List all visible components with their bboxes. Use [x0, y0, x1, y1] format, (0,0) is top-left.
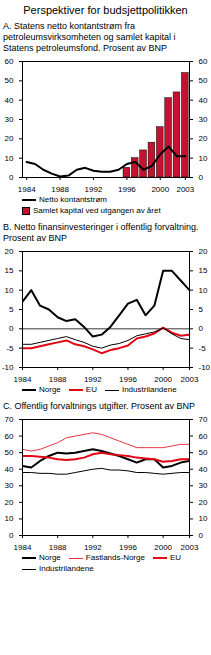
html-text:Industrilandene: Industrilandene	[121, 385, 177, 394]
svg-text:1988: 1988	[51, 185, 69, 194]
svg-text:2003: 2003	[181, 375, 199, 384]
svg-text:1996: 1996	[118, 185, 136, 194]
svg-text:40: 40	[199, 465, 208, 474]
svg-text:20: 20	[5, 134, 14, 143]
svg-text:2003: 2003	[176, 185, 194, 194]
html-text:C. Offentlig forvaltnings utgi: C. Offentlig forvaltnings utgifter. Pros…	[3, 401, 195, 411]
svg-text:1988: 1988	[49, 375, 67, 384]
svg-text:-10: -10	[199, 363, 211, 372]
svg-text:60: 60	[5, 432, 14, 441]
html-text:Perspektiver for budsjettpolit: Perspektiver for budsjettpolitikken	[23, 4, 188, 16]
html-text:Fastlands-Norge: Fastlands-Norge	[85, 553, 145, 562]
svg-text:2000: 2000	[154, 543, 172, 552]
svg-text:40: 40	[199, 96, 208, 105]
svg-text:1984: 1984	[18, 185, 36, 194]
svg-text:10: 10	[5, 154, 14, 163]
svg-text:0: 0	[199, 324, 204, 333]
html-text:B. Netto finansinvesteringer i: B. Netto finansinvesteringer i offentlig…	[3, 222, 199, 243]
html-text:EU: EU	[85, 385, 97, 394]
svg-text:1992: 1992	[84, 375, 102, 384]
html-text:Netto kontantstrøm: Netto kontantstrøm	[39, 195, 107, 204]
html-text:Norge: Norge	[39, 385, 61, 394]
svg-text:1984: 1984	[14, 543, 32, 552]
svg-text:10: 10	[5, 286, 14, 295]
svg-text:60: 60	[199, 57, 208, 66]
svg-text:50: 50	[5, 76, 14, 85]
svg-text:30: 30	[199, 115, 208, 124]
html-text:EU: EU	[169, 553, 182, 562]
svg-text:0: 0	[199, 173, 204, 182]
svg-text:10: 10	[5, 514, 14, 523]
svg-text:1996: 1996	[119, 543, 137, 552]
svg-text:30: 30	[5, 115, 14, 124]
svg-text:5: 5	[199, 305, 204, 314]
svg-text:10: 10	[199, 514, 208, 523]
svg-text:15: 15	[5, 266, 14, 275]
html-text:Industrilandene: Industrilandene	[39, 564, 94, 573]
svg-text:20: 20	[5, 498, 14, 507]
svg-text:0: 0	[199, 531, 204, 540]
svg-text:1996: 1996	[119, 375, 137, 384]
svg-text:20: 20	[199, 247, 208, 256]
svg-text:1984: 1984	[14, 375, 32, 384]
svg-text:-5: -5	[199, 344, 207, 353]
svg-text:40: 40	[5, 465, 14, 474]
svg-text:60: 60	[5, 57, 14, 66]
svg-text:10: 10	[199, 286, 208, 295]
svg-text:2003: 2003	[181, 543, 199, 552]
svg-text:2000: 2000	[154, 375, 172, 384]
svg-text:5: 5	[9, 305, 14, 314]
html-text:A. Statens netto kontantstrøm: A. Statens netto kontantstrøm fra petrol…	[3, 21, 176, 53]
svg-text:1988: 1988	[49, 543, 67, 552]
svg-text:1992: 1992	[85, 185, 103, 194]
svg-text:1992: 1992	[84, 543, 102, 552]
svg-text:50: 50	[199, 76, 208, 85]
html-text:Norge: Norge	[39, 553, 61, 562]
svg-text:10: 10	[199, 154, 208, 163]
svg-text:15: 15	[199, 266, 208, 275]
svg-text:0: 0	[9, 173, 14, 182]
svg-text:20: 20	[199, 134, 208, 143]
svg-text:0: 0	[9, 531, 14, 540]
svg-text:-5: -5	[6, 344, 14, 353]
svg-text:30: 30	[199, 481, 208, 490]
svg-text:-10: -10	[2, 363, 14, 372]
svg-text:50: 50	[5, 448, 14, 457]
svg-text:70: 70	[199, 415, 208, 424]
svg-text:60: 60	[199, 432, 208, 441]
svg-text:50: 50	[199, 448, 208, 457]
svg-text:40: 40	[5, 96, 14, 105]
svg-text:70: 70	[5, 415, 14, 424]
svg-text:0: 0	[9, 324, 14, 333]
svg-text:20: 20	[199, 498, 208, 507]
html-text:Samlet kapital ved utgangen av: Samlet kapital ved utgangen av året	[33, 206, 161, 215]
svg-text:20: 20	[5, 247, 14, 256]
svg-text:30: 30	[5, 481, 14, 490]
svg-text:2000: 2000	[151, 185, 169, 194]
